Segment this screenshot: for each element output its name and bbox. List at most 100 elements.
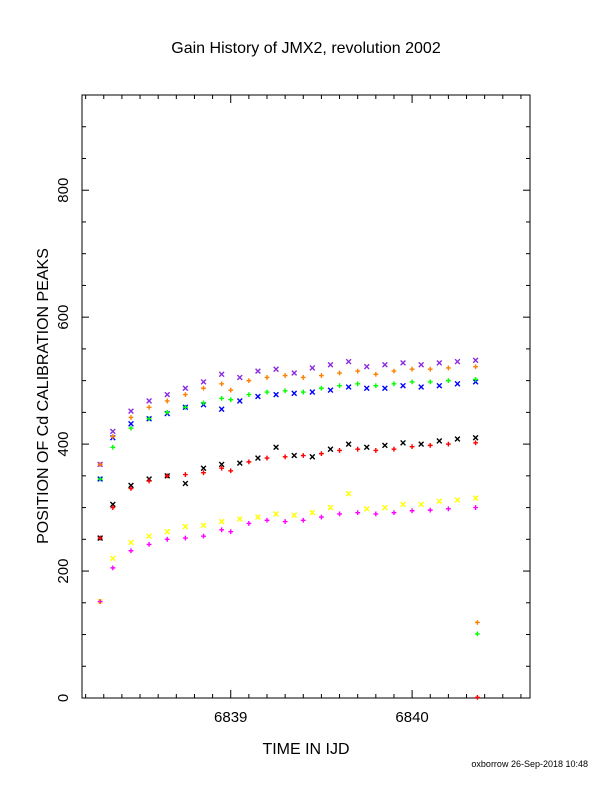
data-point	[400, 359, 406, 366]
data-point	[182, 385, 189, 392]
data-point	[282, 454, 288, 460]
data-point	[218, 371, 225, 378]
data-point	[309, 389, 316, 395]
data-point	[219, 381, 225, 387]
data-point	[309, 509, 316, 516]
data-point	[363, 363, 370, 370]
x-tick-label: 6839	[214, 709, 247, 726]
data-point	[110, 505, 116, 510]
data-point	[219, 396, 225, 401]
plot-frame	[81, 94, 531, 699]
data-point	[309, 365, 316, 371]
data-point	[373, 448, 379, 453]
data-point	[97, 535, 103, 541]
data-point	[391, 446, 397, 452]
data-point	[228, 387, 234, 393]
data-point	[182, 535, 188, 541]
data-point	[327, 446, 334, 453]
data-point	[246, 378, 252, 384]
data-point	[282, 373, 288, 378]
data-point	[128, 482, 134, 489]
data-point	[264, 455, 270, 461]
data-point	[337, 448, 342, 453]
data-point	[146, 398, 153, 404]
data-point	[164, 528, 171, 535]
data-point	[363, 505, 370, 512]
data-point	[97, 476, 103, 482]
data-point	[409, 444, 415, 450]
data-point	[128, 420, 134, 427]
data-point	[109, 501, 116, 508]
data-point	[382, 361, 388, 368]
data-point	[400, 501, 406, 508]
data-point	[391, 510, 397, 516]
data-point	[128, 548, 134, 554]
data-point	[273, 444, 279, 451]
data-point	[219, 527, 225, 533]
data-point	[182, 523, 189, 530]
data-point	[128, 425, 134, 431]
data-point	[436, 382, 443, 389]
data-point	[472, 379, 479, 385]
data-point	[110, 444, 116, 450]
y-tick-label: 0	[55, 694, 72, 702]
data-point	[218, 518, 225, 525]
data-point	[146, 541, 152, 547]
data-point	[473, 505, 478, 510]
data-point	[236, 398, 243, 404]
data-point	[236, 516, 243, 522]
series-6	[97, 490, 479, 605]
data-point	[146, 533, 153, 540]
data-point	[164, 473, 170, 479]
series-10	[475, 694, 480, 700]
data-point	[110, 434, 116, 439]
data-point	[472, 357, 479, 364]
x-tick-label: 6840	[395, 709, 428, 726]
data-point	[454, 380, 461, 387]
data-point	[273, 366, 279, 373]
y-tick-label: 800	[55, 178, 72, 203]
data-point	[273, 511, 279, 517]
data-point	[382, 385, 388, 392]
data-point	[327, 361, 334, 368]
series-5	[97, 440, 478, 541]
data-point	[264, 517, 270, 523]
footer-stamp: oxborrow 26-Sep-2018 10:48	[471, 759, 588, 769]
data-point	[445, 365, 451, 371]
data-point	[345, 358, 352, 365]
data-point	[345, 441, 352, 447]
data-point	[109, 428, 116, 435]
data-point	[373, 383, 379, 389]
data-point	[445, 378, 451, 384]
data-point	[409, 379, 415, 385]
data-point	[319, 451, 324, 457]
series-8	[475, 620, 480, 625]
data-point	[473, 440, 478, 446]
data-point	[291, 512, 298, 519]
data-point	[282, 388, 288, 394]
data-point	[201, 400, 206, 406]
data-point	[355, 368, 361, 374]
series-0	[97, 357, 479, 468]
data-point	[319, 514, 324, 520]
data-point	[146, 404, 152, 410]
data-point	[128, 486, 134, 491]
y-tick-label: 600	[55, 305, 72, 330]
data-point	[454, 497, 461, 503]
series-4	[97, 434, 479, 541]
data-point	[445, 506, 451, 512]
data-point	[382, 504, 388, 511]
data-point	[427, 366, 433, 372]
data-point	[300, 389, 306, 395]
x-axis: 6839 6840	[85, 95, 522, 726]
data-point	[472, 495, 479, 501]
data-point	[409, 508, 415, 514]
data-point	[201, 385, 206, 391]
data-point	[400, 439, 406, 446]
series-9	[475, 631, 480, 637]
data-point	[273, 391, 279, 398]
data-point	[373, 371, 379, 377]
chart-title: Gain History of JMX2, revolution 2002	[171, 40, 441, 57]
data-point	[228, 468, 234, 474]
